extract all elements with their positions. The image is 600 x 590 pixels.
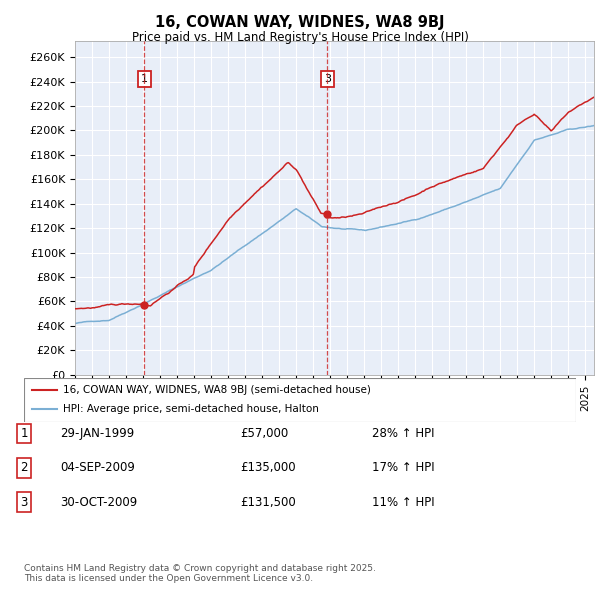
Text: £135,000: £135,000 xyxy=(240,461,296,474)
Text: HPI: Average price, semi-detached house, Halton: HPI: Average price, semi-detached house,… xyxy=(62,405,319,414)
Text: 28% ↑ HPI: 28% ↑ HPI xyxy=(372,427,434,440)
Text: Price paid vs. HM Land Registry's House Price Index (HPI): Price paid vs. HM Land Registry's House … xyxy=(131,31,469,44)
Text: 16, COWAN WAY, WIDNES, WA8 9BJ (semi-detached house): 16, COWAN WAY, WIDNES, WA8 9BJ (semi-det… xyxy=(62,385,371,395)
Text: 29-JAN-1999: 29-JAN-1999 xyxy=(60,427,134,440)
Text: £57,000: £57,000 xyxy=(240,427,288,440)
Text: £131,500: £131,500 xyxy=(240,496,296,509)
Text: 3: 3 xyxy=(20,496,28,509)
Text: 04-SEP-2009: 04-SEP-2009 xyxy=(60,461,135,474)
Text: 17% ↑ HPI: 17% ↑ HPI xyxy=(372,461,434,474)
Text: 11% ↑ HPI: 11% ↑ HPI xyxy=(372,496,434,509)
Text: 30-OCT-2009: 30-OCT-2009 xyxy=(60,496,137,509)
FancyBboxPatch shape xyxy=(24,378,576,422)
Text: 1: 1 xyxy=(20,427,28,440)
Text: 16, COWAN WAY, WIDNES, WA8 9BJ: 16, COWAN WAY, WIDNES, WA8 9BJ xyxy=(155,15,445,30)
Text: Contains HM Land Registry data © Crown copyright and database right 2025.
This d: Contains HM Land Registry data © Crown c… xyxy=(24,563,376,583)
Text: 3: 3 xyxy=(324,74,331,84)
Text: 1: 1 xyxy=(141,74,148,84)
Text: 2: 2 xyxy=(20,461,28,474)
